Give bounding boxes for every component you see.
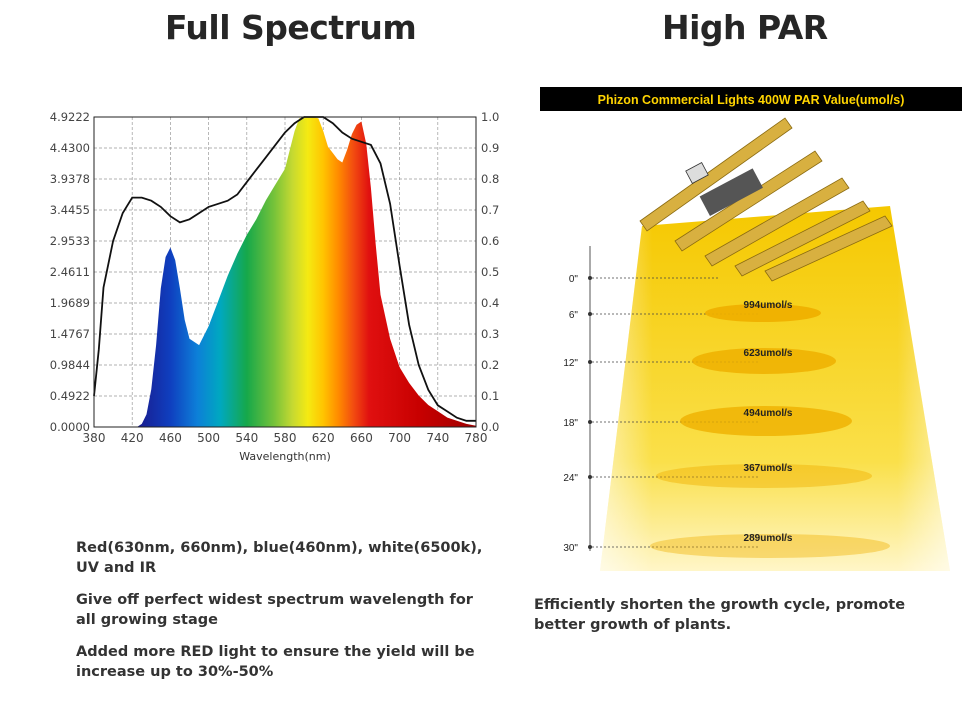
- y2-tick-label: 0.0: [481, 420, 499, 434]
- feature-text-2: Give off perfect widest spectrum wavelen…: [76, 592, 473, 628]
- x-tick-label: 380: [83, 431, 106, 445]
- height-label: 12": [563, 358, 578, 369]
- y-tick-label: 0.9844: [50, 358, 90, 372]
- par-value-label: 994umol/s: [744, 300, 793, 311]
- y2-tick-label: 0.9: [481, 141, 499, 155]
- y-tick-label: 4.9222: [50, 110, 90, 124]
- height-marker: [588, 545, 592, 549]
- plot-frame: [93, 116, 477, 428]
- par-title: Phizon Commercial Lights 400W PAR Value(…: [598, 93, 905, 107]
- y-tick-label: 2.4611: [50, 265, 90, 279]
- height-marker: [588, 360, 592, 364]
- high-par-heading: High PAR: [662, 8, 828, 47]
- height-marker: [588, 276, 592, 280]
- y-tick-label: 0.0000: [50, 420, 90, 434]
- feature-text-3: Added more RED light to ensure the yield…: [76, 644, 475, 680]
- par-rows: 0" 6" 12" 18" 24" 30" 994umol/s 623umol/s 494umo…: [563, 274, 890, 558]
- x-tick-label: 420: [121, 431, 144, 445]
- x-tick-label: 660: [350, 431, 373, 445]
- x-tick-label: 700: [388, 431, 411, 445]
- height-marker: [588, 420, 592, 424]
- par-value-label: 289umol/s: [744, 533, 793, 544]
- par-value-label: 494umol/s: [744, 408, 793, 419]
- relative-response-line: [93, 116, 476, 422]
- par-spot: [692, 348, 836, 374]
- height-label: 30": [563, 543, 578, 554]
- y2-tick-label: 1.0: [481, 110, 499, 124]
- y2-tick-label: 0.2: [481, 358, 499, 372]
- axis-labels: 380 420 460 500 540 580 620 660 700 740 780 0.0000 0…: [50, 110, 500, 445]
- spectrum-chart: 380 420 460 500 540 580 620 660 700 740 780 0.0000 0…: [50, 110, 500, 463]
- full-spectrum-heading: Full Spectrum: [165, 8, 417, 47]
- par-value-label: 367umol/s: [744, 463, 793, 474]
- par-spot: [650, 534, 890, 558]
- y2-tick-label: 0.5: [481, 265, 499, 279]
- y-tick-label: 2.9533: [50, 234, 90, 248]
- y-tick-label: 0.4922: [50, 389, 90, 403]
- height-marker: [588, 475, 592, 479]
- x-axis-label: Wavelength(nm): [239, 450, 331, 463]
- x-tick-label: 500: [197, 431, 220, 445]
- y2-tick-label: 0.8: [481, 172, 499, 186]
- x-tick-label: 780: [465, 431, 488, 445]
- x-tick-label: 620: [312, 431, 335, 445]
- spectrum-area: [136, 117, 476, 427]
- x-tick-label: 460: [159, 431, 182, 445]
- par-value-label: 623umol/s: [744, 348, 793, 359]
- y2-tick-label: 0.3: [481, 327, 499, 341]
- y2-tick-label: 0.7: [481, 203, 499, 217]
- par-title-banner: [540, 87, 962, 111]
- y-tick-label: 4.4300: [50, 141, 90, 155]
- y-tick-label: 3.4455: [50, 203, 90, 217]
- height-label: 6": [569, 310, 579, 321]
- feature-text-1: Red(630nm, 660nm), blue(460nm), white(65…: [76, 540, 483, 576]
- y2-tick-label: 0.4: [481, 296, 499, 310]
- height-marker: [588, 312, 592, 316]
- y2-tick-label: 0.1: [481, 389, 499, 403]
- par-diagram: Phizon Commercial Lights 400W PAR Value(…: [530, 66, 970, 576]
- height-label: 0": [569, 274, 579, 285]
- y-tick-label: 1.4767: [50, 327, 90, 341]
- par-spot: [705, 304, 821, 322]
- height-label: 18": [563, 418, 578, 429]
- x-tick-label: 740: [426, 431, 449, 445]
- par-description: Efficiently shorten the growth cycle, pr…: [534, 597, 906, 633]
- x-tick-label: 540: [235, 431, 258, 445]
- light-beam-fade: [600, 206, 950, 571]
- height-label: 24": [563, 473, 578, 484]
- par-spot: [656, 464, 872, 488]
- par-spot: [680, 406, 852, 436]
- x-tick-label: 580: [274, 431, 297, 445]
- y-tick-label: 1.9689: [50, 296, 90, 310]
- y-tick-label: 3.9378: [50, 172, 90, 186]
- y2-tick-label: 0.6: [481, 234, 499, 248]
- light-fixture: [639, 117, 893, 282]
- spectrum-feature-list: Red(630nm, 660nm), blue(460nm), white(65…: [76, 538, 496, 694]
